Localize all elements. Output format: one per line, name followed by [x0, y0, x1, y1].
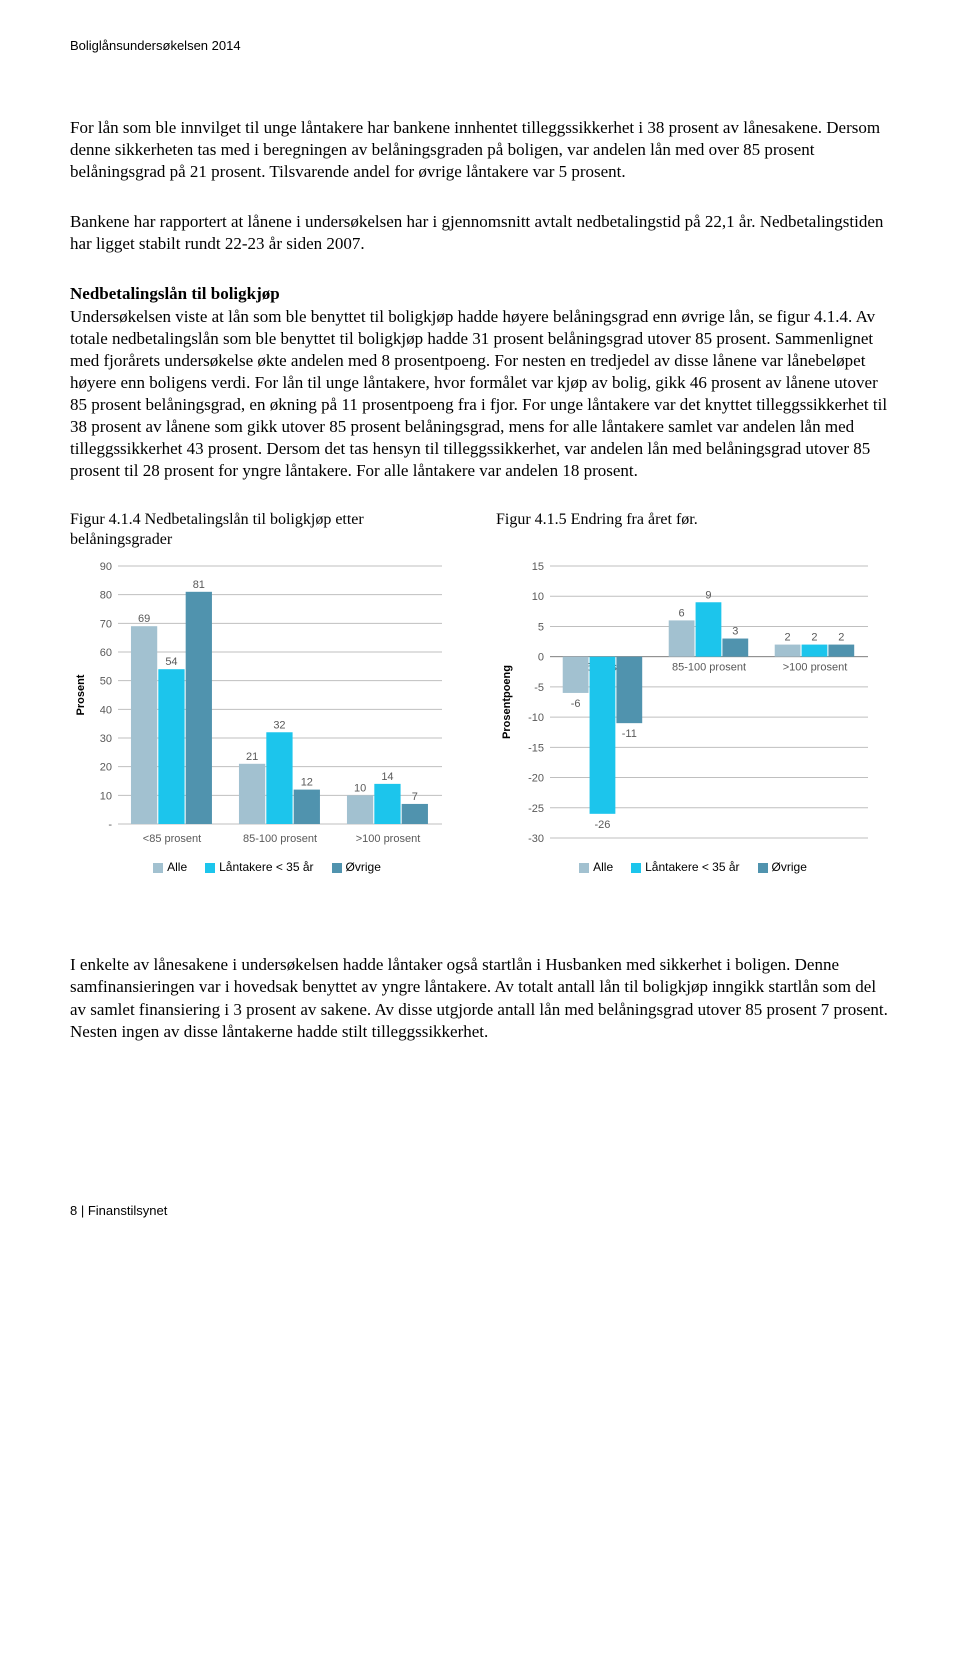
page-footer: 8 | Finanstilsynet: [70, 1203, 890, 1218]
svg-text:20: 20: [100, 762, 112, 774]
svg-text:3: 3: [732, 626, 738, 638]
svg-text:0: 0: [538, 652, 544, 664]
svg-text:<85 prosent: <85 prosent: [143, 833, 201, 845]
svg-text:81: 81: [193, 579, 205, 591]
svg-text:10: 10: [354, 783, 366, 795]
svg-text:-11: -11: [622, 728, 637, 740]
legend-item: Alle: [579, 860, 613, 874]
svg-text:70: 70: [100, 619, 112, 631]
svg-text:80: 80: [100, 590, 112, 602]
svg-text:12: 12: [301, 777, 313, 789]
paragraph-1: For lån som ble innvilget til unge lånta…: [70, 117, 890, 183]
legend-item: Øvrige: [758, 860, 807, 874]
svg-text:54: 54: [165, 657, 177, 669]
legend-item: Øvrige: [332, 860, 381, 874]
svg-text:>100 prosent: >100 prosent: [356, 833, 421, 845]
chart-right-legend: Alle Låntakere < 35 år Øvrige: [496, 860, 890, 874]
svg-text:-20: -20: [528, 773, 544, 785]
svg-text:Prosent: Prosent: [75, 675, 87, 716]
svg-text:-5: -5: [534, 682, 544, 694]
svg-text:60: 60: [100, 647, 112, 659]
svg-text:2: 2: [838, 632, 844, 644]
svg-text:50: 50: [100, 676, 112, 688]
chart-left-caption: Figur 4.1.4 Nedbetalingslån til boligkjø…: [70, 510, 464, 554]
svg-text:-10: -10: [528, 712, 544, 724]
svg-text:21: 21: [246, 751, 258, 763]
svg-text:69: 69: [138, 614, 150, 626]
paragraph-3-body: Undersøkelsen viste at lån som ble benyt…: [70, 307, 887, 481]
svg-text:9: 9: [705, 590, 711, 602]
svg-text:85-100 prosent: 85-100 prosent: [243, 833, 317, 845]
paragraph-3: Nedbetalingslån til boligkjøp Undersøkel…: [70, 283, 890, 482]
svg-text:40: 40: [100, 705, 112, 717]
chart-right-svg: -30-25-20-15-10-5051015Prosentpoeng<85 p…: [496, 558, 876, 858]
chart-left-legend: Alle Låntakere < 35 år Øvrige: [70, 860, 464, 874]
svg-text:>100 prosent: >100 prosent: [783, 662, 848, 674]
svg-text:5: 5: [538, 622, 544, 634]
paragraph-3-heading: Nedbetalingslån til boligkjøp: [70, 284, 280, 303]
svg-text:-6: -6: [571, 698, 581, 710]
svg-text:-30: -30: [528, 833, 544, 845]
svg-text:-26: -26: [595, 819, 611, 831]
svg-text:-25: -25: [528, 803, 544, 815]
svg-text:Prosentpoeng: Prosentpoeng: [501, 665, 513, 739]
svg-text:2: 2: [785, 632, 791, 644]
chart-left-svg: - 10 20 30 40 50 60 70 80 90 Prosent <85 prosent 69 5…: [70, 558, 450, 858]
svg-text:10: 10: [100, 791, 112, 803]
page-container: Boliglånsundersøkelsen 2014 For lån som …: [0, 0, 960, 1258]
chart-left-block: Figur 4.1.4 Nedbetalingslån til boligkjø…: [70, 510, 464, 874]
chart-right-caption: Figur 4.1.5 Endring fra året før.: [496, 510, 890, 554]
svg-text:32: 32: [273, 720, 285, 732]
svg-text:7: 7: [412, 791, 418, 803]
svg-text:14: 14: [381, 771, 393, 783]
svg-text:10: 10: [532, 592, 544, 604]
paragraph-4: I enkelte av lånesakene i undersøkelsen …: [70, 954, 890, 1042]
page-header: Boliglånsundersøkelsen 2014: [70, 38, 890, 53]
chart-right-block: Figur 4.1.5 Endring fra året før. -30 -25…: [496, 510, 890, 874]
svg-text:30: 30: [100, 733, 112, 745]
charts-row: Figur 4.1.4 Nedbetalingslån til boligkjø…: [70, 510, 890, 874]
svg-text:2: 2: [811, 632, 817, 644]
svg-text:90: 90: [100, 561, 112, 573]
paragraph-2: Bankene har rapportert at lånene i under…: [70, 211, 890, 255]
legend-item: Låntakere < 35 år: [631, 860, 739, 874]
svg-text:-15: -15: [528, 743, 544, 755]
svg-text:85-100 prosent: 85-100 prosent: [672, 662, 746, 674]
svg-text:-: -: [108, 819, 112, 831]
svg-text:6: 6: [679, 608, 685, 620]
legend-item: Alle: [153, 860, 187, 874]
svg-text:15: 15: [532, 561, 544, 573]
legend-item: Låntakere < 35 år: [205, 860, 313, 874]
